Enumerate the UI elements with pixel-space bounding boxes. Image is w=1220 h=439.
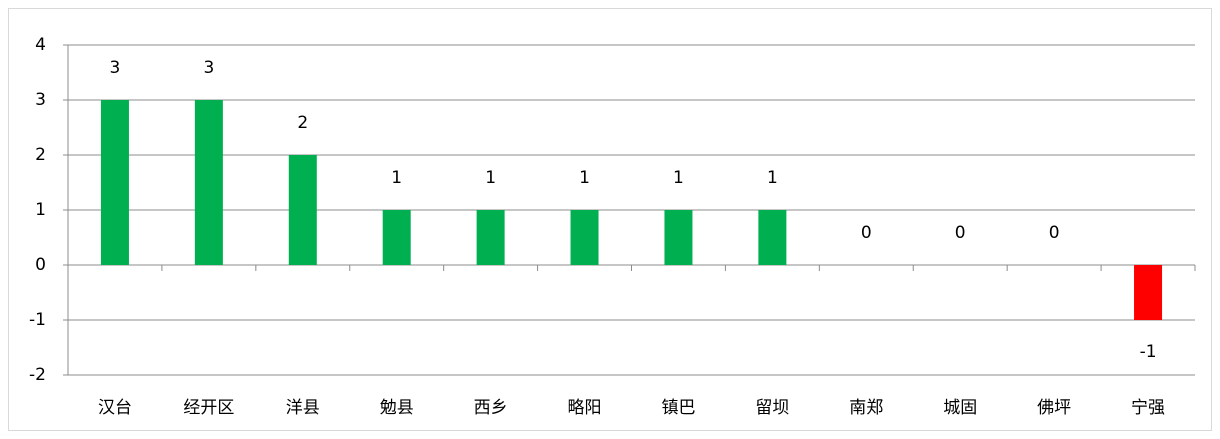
y-tick-label: -2 [29, 365, 46, 385]
y-tick-label: -1 [29, 310, 46, 330]
y-tick-label: 4 [35, 35, 46, 55]
bar [382, 210, 411, 265]
y-tick-label: 2 [35, 145, 46, 165]
data-label: 1 [579, 168, 590, 188]
data-label: 1 [391, 168, 402, 188]
data-label: -1 [1140, 342, 1157, 362]
data-label: 1 [485, 168, 496, 188]
x-tick-label: 西乡 [474, 398, 508, 418]
data-label: 3 [110, 58, 121, 78]
x-tick-label: 宁强 [1131, 398, 1165, 418]
data-label: 0 [955, 223, 966, 243]
bar [288, 155, 317, 265]
chart-frame [8, 8, 1212, 431]
x-tick-label: 南郑 [849, 398, 883, 418]
x-tick-label: 城固 [943, 398, 977, 418]
bar [476, 210, 505, 265]
bar [664, 210, 693, 265]
data-label: 0 [861, 223, 872, 243]
bar [100, 100, 129, 265]
bar [1134, 265, 1163, 320]
data-label: 1 [767, 168, 778, 188]
x-tick-label: 洋县 [286, 398, 320, 418]
x-tick-label: 留坝 [755, 398, 789, 418]
data-label: 2 [297, 113, 308, 133]
y-tick-label: 0 [35, 255, 46, 275]
x-tick-label: 镇巴 [661, 398, 695, 418]
x-tick-label: 勉县 [380, 398, 414, 418]
x-tick-label: 汉台 [98, 398, 132, 418]
bar [758, 210, 787, 265]
x-tick-label: 经开区 [183, 398, 234, 418]
y-tick-label: 3 [35, 90, 46, 110]
y-tick-label: 1 [35, 200, 46, 220]
data-label: 0 [1049, 223, 1060, 243]
data-label: 1 [673, 168, 684, 188]
bar [570, 210, 599, 265]
bar [194, 100, 223, 265]
data-label: 3 [203, 58, 214, 78]
x-tick-label: 略阳 [568, 398, 602, 418]
x-tick-label: 佛坪 [1037, 398, 1071, 418]
